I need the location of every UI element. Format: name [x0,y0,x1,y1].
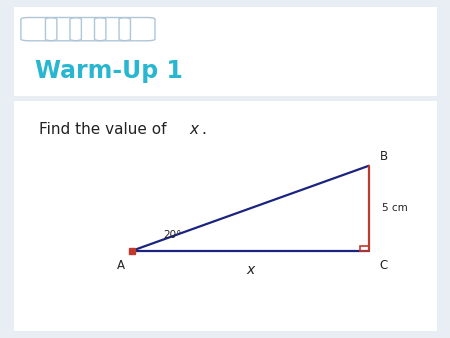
Text: Find the value of: Find the value of [39,122,171,137]
Text: C: C [379,259,387,272]
FancyBboxPatch shape [0,95,450,338]
Text: x: x [189,122,198,137]
Text: B: B [379,150,387,164]
Text: Warm-Up 1: Warm-Up 1 [35,59,183,83]
Text: A: A [117,259,126,272]
Text: 5 cm: 5 cm [382,203,407,213]
FancyBboxPatch shape [0,4,450,99]
Bar [360,246,369,251]
Text: .: . [201,122,206,137]
Text: 20°: 20° [164,231,182,240]
Text: x: x [246,263,255,277]
